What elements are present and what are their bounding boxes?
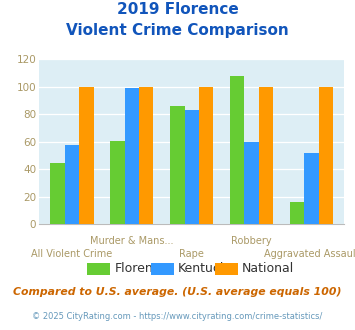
Bar (185, 110, 199, 224)
Bar (50, 162, 65, 224)
Bar (139, 87, 153, 224)
Bar (199, 87, 213, 224)
Text: © 2025 CityRating.com - https://www.cityrating.com/crime-statistics/: © 2025 CityRating.com - https://www.city… (32, 312, 323, 321)
Bar (318, 87, 333, 224)
Bar (244, 142, 259, 224)
Bar (170, 106, 185, 224)
Bar (290, 202, 304, 224)
Text: 2019 Florence: 2019 Florence (117, 2, 238, 16)
Bar (110, 141, 125, 224)
Bar (125, 88, 139, 224)
Text: Rape: Rape (179, 249, 204, 259)
Text: Florence: Florence (114, 262, 168, 276)
Bar (304, 153, 318, 224)
Bar (259, 87, 273, 224)
Text: Robbery: Robbery (231, 236, 272, 246)
Text: All Violent Crime: All Violent Crime (31, 249, 113, 259)
Bar (65, 145, 79, 224)
Text: National: National (242, 262, 294, 276)
Text: Kentucky: Kentucky (178, 262, 235, 276)
Text: Murder & Mans...: Murder & Mans... (90, 236, 174, 246)
Text: Aggravated Assault: Aggravated Assault (264, 249, 355, 259)
Bar (230, 76, 244, 224)
Text: Violent Crime Comparison: Violent Crime Comparison (66, 23, 289, 38)
Text: Compared to U.S. average. (U.S. average equals 100): Compared to U.S. average. (U.S. average … (13, 287, 342, 297)
Bar (79, 87, 93, 224)
